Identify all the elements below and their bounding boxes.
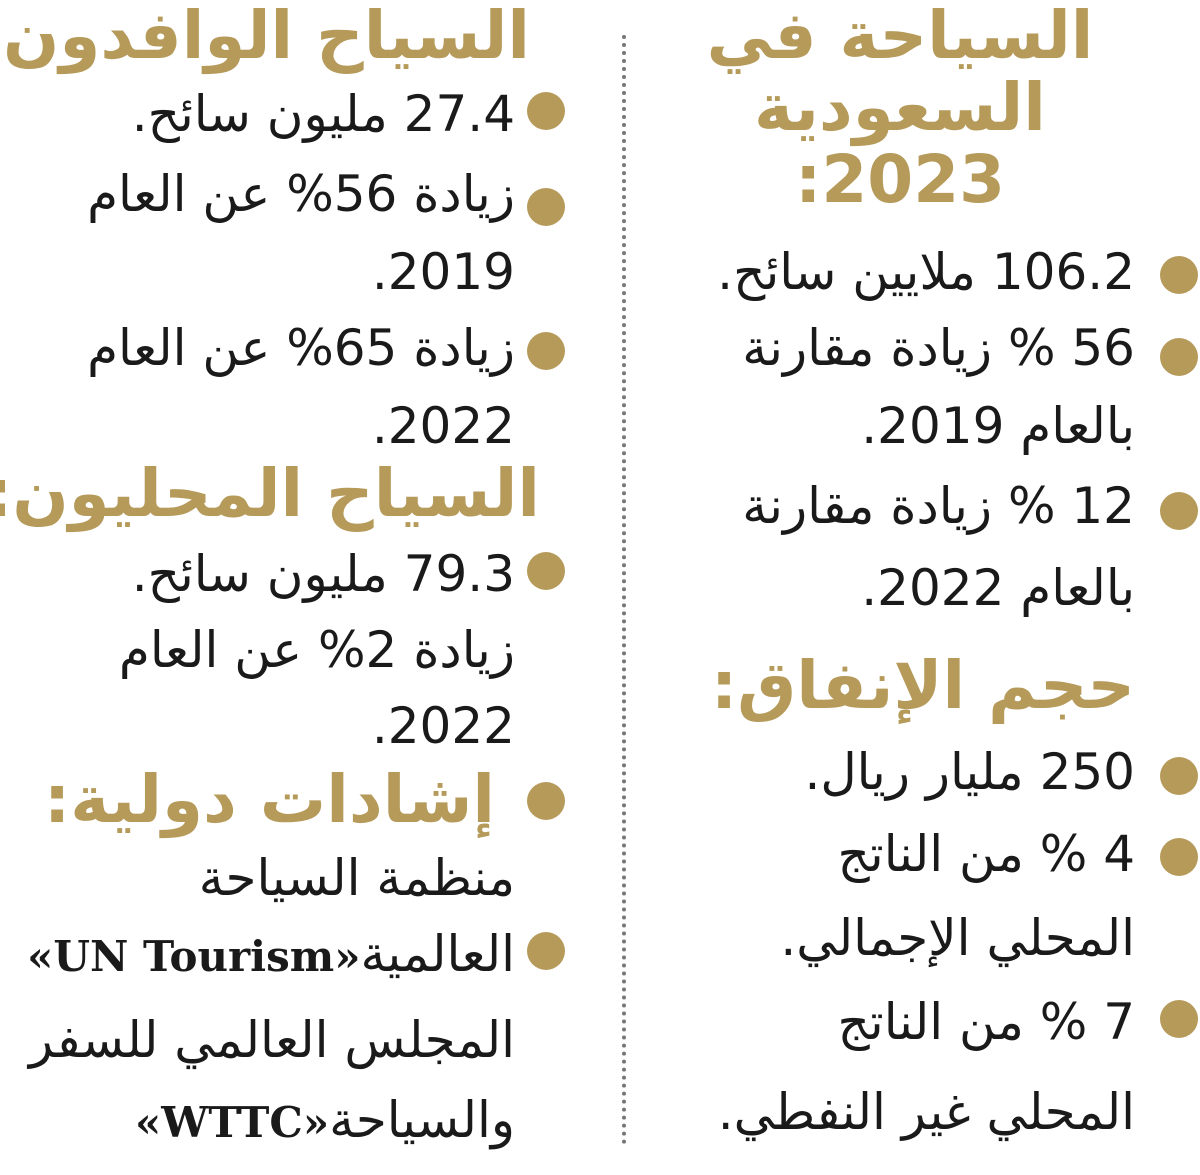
bullet-icon [1160, 256, 1198, 294]
tourists-breakdown-column: السياح الوافدون: 27.4 مليون سائح. زيادة … [0, 0, 565, 1159]
increase-2019: 56 % زيادة مقارنة [742, 319, 1135, 377]
praise-unwto-line-2: العالمية«UN Tourism» [27, 918, 515, 993]
un-tourism-label: «UN Tourism» [27, 932, 361, 981]
bullet-icon [527, 782, 565, 820]
bullet-icon [527, 932, 565, 970]
inbound-total: 27.4 مليون سائح. [131, 85, 515, 143]
title-line-1: السياحة في [706, 0, 1094, 74]
wttc-label: «WTTC» [134, 1098, 330, 1147]
increase-2019-cont: بالعام 2019. [861, 397, 1135, 455]
main-title: السياحة في السعودية 2023: [670, 0, 1130, 216]
title-line-3: 2023: [794, 141, 1006, 218]
non-oil-gdp-share: 7 % من الناتج [837, 993, 1136, 1051]
praise-wttc-line-1: المجلس العالمي للسفر [29, 1011, 515, 1069]
bullet-icon [527, 92, 565, 130]
praise-wttc-line-2: والسياحة«WTTC» [135, 1084, 515, 1159]
inbound-increase-2019-cont: 2019. [371, 243, 515, 301]
bullet-icon [1160, 338, 1198, 376]
bullet-icon [527, 188, 565, 226]
increase-2022-cont: بالعام 2022. [861, 559, 1135, 617]
praise-unwto-line-1: منظمة السياحة [198, 849, 515, 907]
total-tourists: 106.2 ملايين سائح. [717, 243, 1135, 301]
bullet-icon [1160, 757, 1198, 795]
gdp-share-cont: المحلي الإجمالي. [780, 909, 1135, 967]
praise-wttc-ar: والسياحة [329, 1091, 515, 1149]
domestic-increase-2022-cont: 2022. [371, 697, 515, 755]
bullet-icon [527, 552, 565, 590]
praise-unwto-ar: العالمية [360, 925, 515, 983]
bullet-icon [1160, 838, 1198, 876]
non-oil-gdp-share-cont: المحلي غير النفطي. [717, 1083, 1135, 1141]
bullet-icon [527, 332, 565, 370]
spending-total: 250 مليار ريال. [804, 743, 1135, 801]
domestic-increase-2022: زيادة 2% عن العام [118, 621, 515, 679]
inbound-increase-2022: زيادة 65% عن العام [87, 319, 515, 377]
inbound-increase-2019: زيادة 56% عن العام [87, 165, 515, 223]
gdp-share: 4 % من الناتج [837, 825, 1136, 883]
spending-heading: حجم الإنفاق: [710, 647, 1135, 724]
inbound-heading: السياح الوافدون: [0, 0, 530, 74]
saudi-tourism-2023-column: السياحة في السعودية 2023: 106.2 ملايين س… [620, 0, 1200, 1175]
title-line-2: السعودية [754, 69, 1046, 146]
bullet-icon [1160, 492, 1198, 530]
dotted-divider [622, 35, 626, 1145]
praise-heading: إشادات دولية: [43, 761, 495, 838]
domestic-heading: السياح المحليون: [0, 455, 540, 532]
domestic-total: 79.3 مليون سائح. [131, 545, 515, 603]
bullet-icon [1160, 1000, 1198, 1038]
inbound-increase-2022-cont: 2022. [371, 397, 515, 455]
increase-2022: 12 % زيادة مقارنة [742, 477, 1135, 535]
